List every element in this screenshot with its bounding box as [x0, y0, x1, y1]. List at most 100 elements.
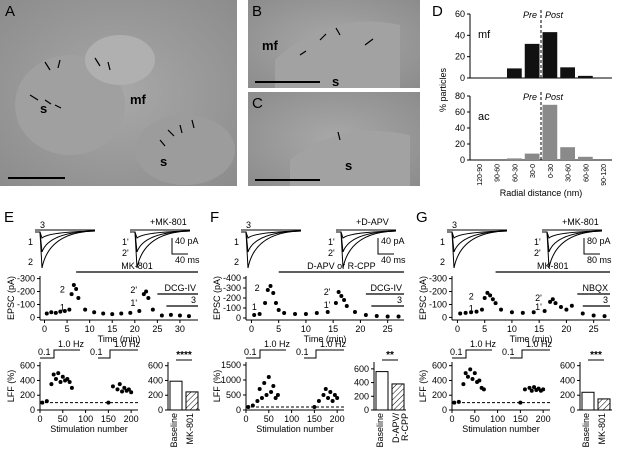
x-tick-label: 200	[330, 414, 345, 424]
point	[273, 301, 278, 305]
point-label: 1'	[130, 298, 137, 308]
x-tick-label: 0	[243, 414, 248, 424]
y-tick-label: 1000	[221, 375, 241, 385]
protocol	[40, 349, 138, 359]
y-tick-label: 400	[20, 375, 35, 385]
point	[120, 389, 125, 394]
protocol-label: 0.1	[296, 347, 309, 357]
point	[569, 303, 574, 308]
bar	[185, 391, 199, 411]
em-label: mf	[130, 92, 147, 107]
point	[266, 375, 271, 379]
point	[264, 393, 269, 397]
y-tick-label: 0	[30, 312, 35, 322]
bar	[524, 43, 540, 78]
point	[321, 393, 326, 397]
bar	[581, 391, 595, 411]
point	[275, 393, 280, 397]
y-tick-label: 200	[20, 390, 35, 400]
traces	[130, 229, 191, 269]
point	[520, 310, 525, 315]
application-label: MK-801	[121, 261, 153, 271]
point	[509, 310, 514, 315]
category-label: D-APV/	[391, 413, 401, 444]
point	[293, 312, 298, 316]
y-tick-label: 40	[455, 30, 465, 40]
point	[257, 387, 262, 391]
x-tick-label: 90-60	[495, 164, 502, 182]
point	[137, 308, 142, 313]
point	[529, 388, 534, 393]
y-tick-label: 0	[460, 73, 465, 83]
drug-label: +MK-801	[562, 217, 599, 227]
pre-label: Pre	[523, 10, 537, 20]
point	[40, 400, 45, 405]
x-tick-label: 10	[85, 324, 95, 334]
bar	[560, 67, 575, 78]
point	[469, 310, 474, 315]
point	[74, 286, 79, 291]
point	[548, 299, 553, 304]
point	[550, 297, 555, 302]
panel-label: G	[416, 209, 428, 226]
point	[332, 393, 337, 397]
point	[60, 374, 65, 379]
point	[477, 378, 482, 383]
x-tick-label: 15	[328, 324, 338, 334]
application-label: MK-801	[537, 261, 569, 271]
bar	[507, 158, 522, 160]
post-label: Post	[545, 92, 564, 102]
point	[352, 310, 357, 314]
point	[314, 311, 319, 315]
point	[168, 312, 173, 317]
point	[374, 314, 379, 318]
y-tick-label: 0	[460, 155, 465, 165]
panel-label: B	[252, 3, 262, 20]
point	[481, 387, 486, 392]
protocol-label: 0.1	[450, 347, 463, 357]
trace-label: 1'	[328, 237, 335, 247]
point	[499, 307, 504, 312]
application-label: DCG-IV	[165, 283, 197, 293]
trace-label: 2'	[328, 248, 335, 258]
drug-label: +D-APV	[356, 217, 389, 227]
y-tick-label: 200	[560, 390, 575, 400]
point-label: 2	[469, 292, 474, 302]
y-tick-label: 0	[30, 405, 35, 415]
point	[485, 290, 490, 295]
y-tick-label: 600	[432, 361, 447, 371]
pre-label: Pre	[523, 92, 537, 102]
point	[51, 372, 56, 377]
point	[265, 288, 270, 292]
significance-label: ***	[590, 350, 602, 361]
scale-label: 80 ms	[587, 255, 612, 265]
point	[493, 301, 498, 306]
point	[49, 310, 54, 315]
bar	[169, 380, 183, 411]
traces	[241, 229, 302, 269]
x-tick-label: 15	[534, 324, 544, 334]
y-tick-label: -200	[429, 287, 447, 297]
protocol-label: 1.0 Hz	[264, 339, 291, 349]
application-label: NBQX	[582, 283, 608, 293]
point	[472, 371, 477, 376]
protocol-label: 1.0 Hz	[470, 339, 497, 349]
x-tick-label: 90-120	[601, 164, 608, 186]
bar	[597, 398, 611, 411]
point	[69, 292, 74, 297]
point	[482, 296, 487, 300]
point	[531, 310, 536, 315]
point	[580, 311, 585, 316]
x-tick-label: 100	[284, 414, 299, 424]
point-label: 2'	[535, 293, 542, 303]
y-tick-label: 0	[570, 405, 575, 415]
category-label: R-CPP	[400, 413, 410, 441]
x-tick-label: 0	[42, 324, 47, 334]
point	[326, 396, 331, 400]
y-tick-label: 200	[148, 390, 163, 400]
x-tick-label: 150	[307, 414, 322, 424]
panel-label: D	[432, 3, 443, 20]
trace	[336, 230, 397, 269]
x-axis-label: Time (min)	[304, 334, 347, 344]
